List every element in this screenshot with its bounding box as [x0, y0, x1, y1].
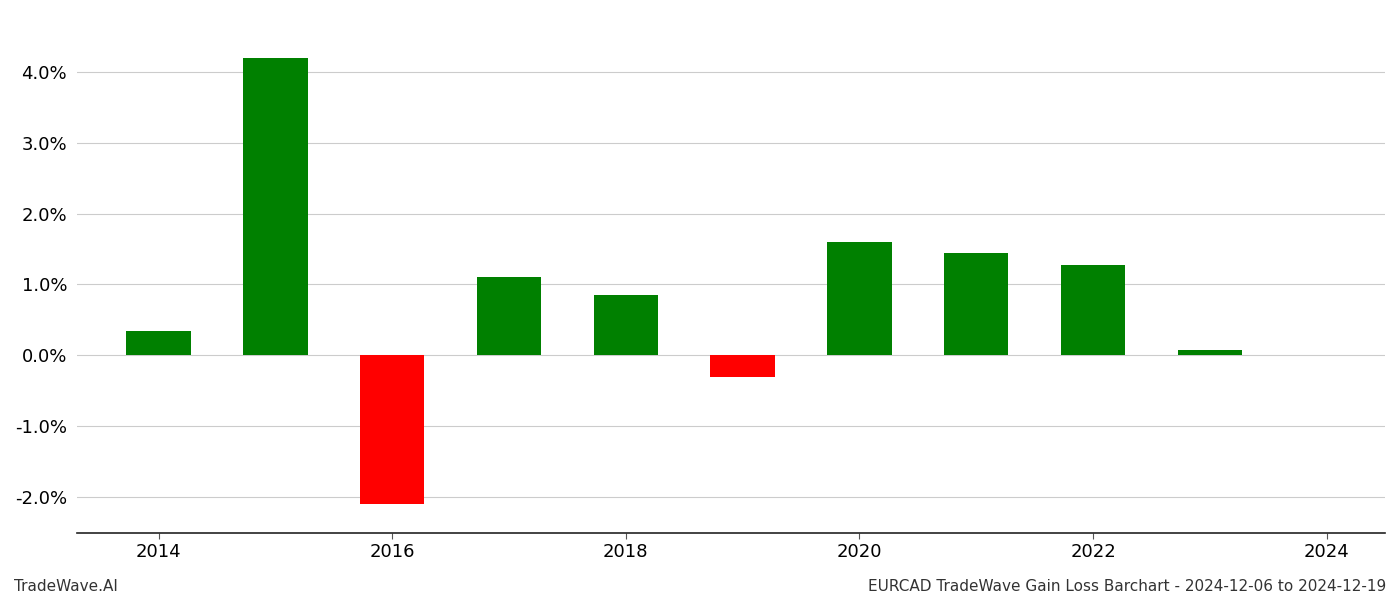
- Text: TradeWave.AI: TradeWave.AI: [14, 579, 118, 594]
- Bar: [594, 295, 658, 355]
- Bar: [944, 253, 1008, 355]
- Bar: [1061, 265, 1126, 355]
- Bar: [360, 355, 424, 504]
- Bar: [827, 242, 892, 355]
- Bar: [244, 58, 308, 355]
- Text: EURCAD TradeWave Gain Loss Barchart - 2024-12-06 to 2024-12-19: EURCAD TradeWave Gain Loss Barchart - 20…: [868, 579, 1386, 594]
- Bar: [710, 355, 774, 377]
- Bar: [126, 331, 190, 355]
- Bar: [477, 277, 542, 355]
- Bar: [1177, 350, 1242, 355]
